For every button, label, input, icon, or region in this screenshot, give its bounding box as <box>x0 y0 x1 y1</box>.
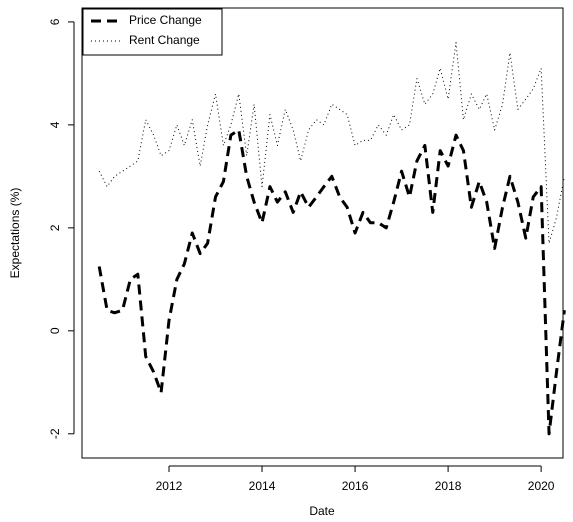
x-tick-label: 2018 <box>435 479 462 493</box>
legend-label: Price Change <box>129 13 202 27</box>
legend-box <box>82 8 223 56</box>
line-series <box>98 41 565 244</box>
x-tick-label: 2014 <box>249 479 276 493</box>
y-tick-label: 2 <box>48 224 62 231</box>
legend-label: Rent Change <box>129 33 200 47</box>
y-tick-label: 4 <box>48 121 62 128</box>
x-tick-label: 2020 <box>528 479 555 493</box>
x-tick-label: 2012 <box>156 479 183 493</box>
y-tick-label: 6 <box>48 18 62 25</box>
plot-box <box>81 7 564 459</box>
line-series <box>97 128 566 436</box>
y-tick-label: -2 <box>48 428 62 439</box>
x-tick-label: 2016 <box>342 479 369 493</box>
x-axis-label: Date <box>309 504 335 518</box>
y-axis-label: Expectations (%) <box>8 188 22 279</box>
y-tick-label: 0 <box>48 327 62 334</box>
